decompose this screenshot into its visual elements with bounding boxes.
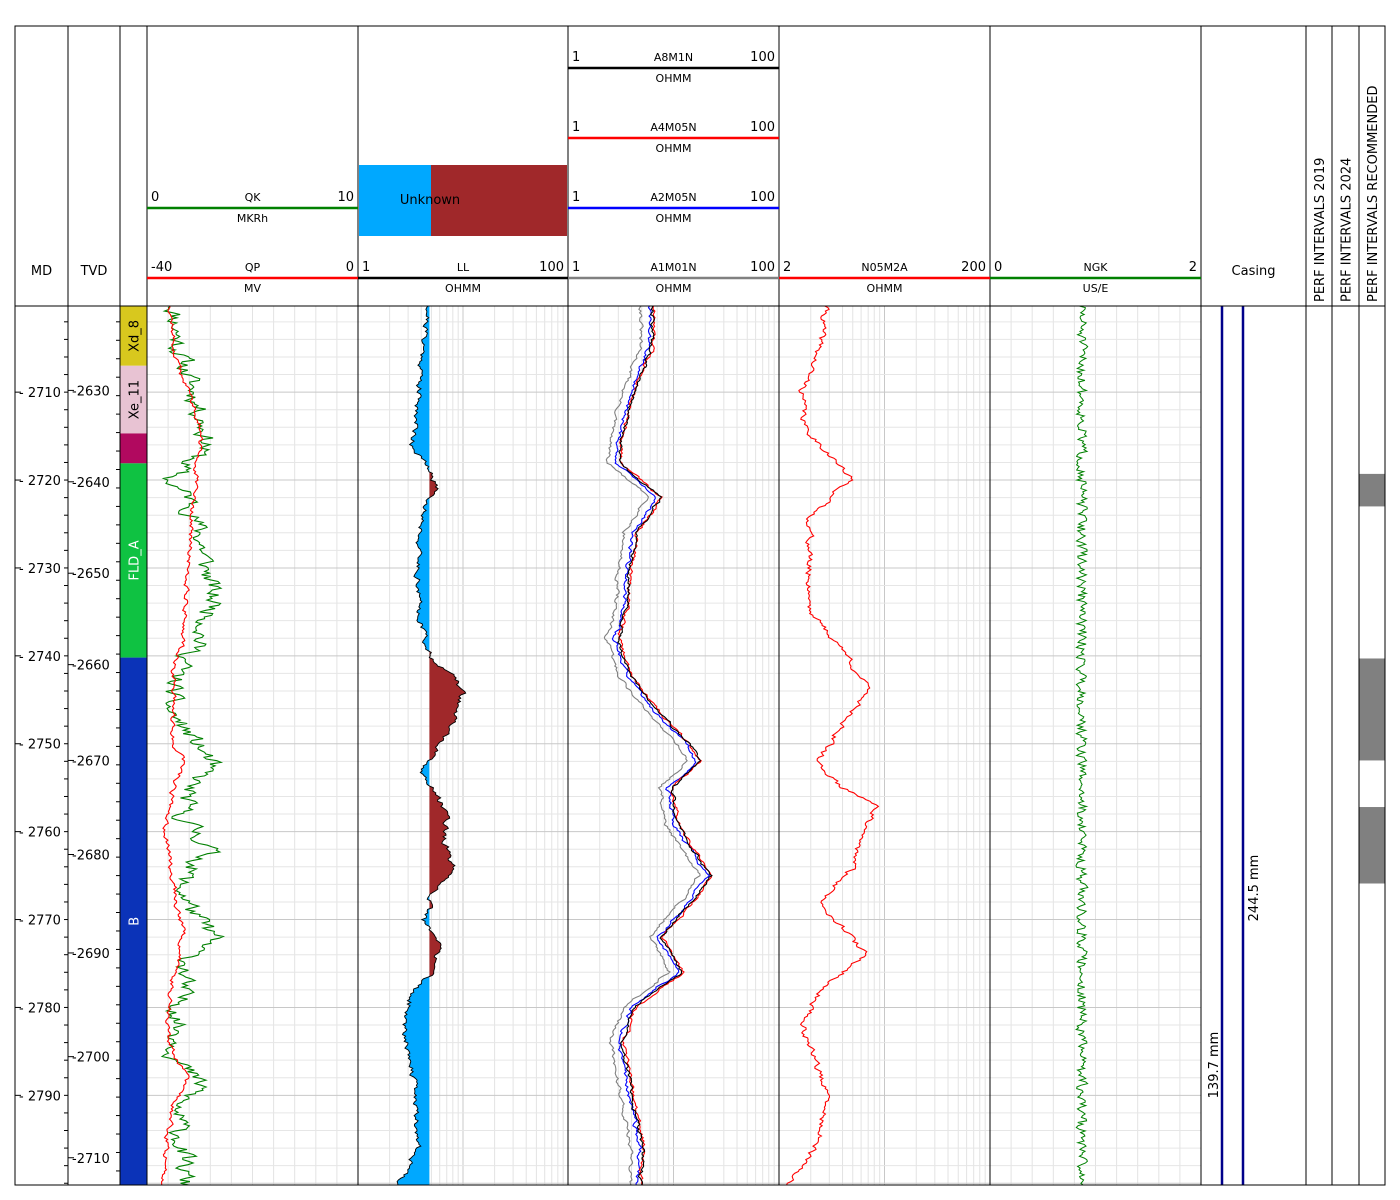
header-curve-unit: US/E bbox=[1083, 282, 1109, 295]
header-curve-name: QK bbox=[245, 191, 262, 204]
tvd-tick-label: -2630 bbox=[72, 384, 110, 399]
header-min: 1 bbox=[572, 120, 580, 135]
md-tick-label: - 2730 bbox=[19, 562, 61, 577]
md-tick-label: - 2770 bbox=[19, 914, 61, 929]
tvd-tick-label: -2680 bbox=[72, 848, 110, 863]
zone-label: Xe_11 bbox=[128, 380, 143, 419]
fill-layer: Xd_8 Xe_11 FLD_A B bbox=[120, 306, 1385, 1185]
header-layer: PERF INTERVALS 2019 PERF INTERVALS 2024 PE… bbox=[31, 50, 1381, 302]
md-title: MD bbox=[31, 264, 52, 279]
md-tick-label: - 2790 bbox=[19, 1089, 61, 1104]
curve-layer: 139.7 mm 244.5 mm bbox=[160, 305, 1262, 1186]
header-max: 100 bbox=[539, 260, 564, 275]
perf-track-title: PERF INTERVALS 2024 bbox=[1340, 158, 1355, 302]
md-tick-label: - 2740 bbox=[19, 650, 61, 665]
grid-layer bbox=[147, 306, 1201, 1185]
header-min: 2 bbox=[783, 260, 791, 275]
md-tick-label: - 2710 bbox=[19, 386, 61, 401]
zone-xd_8 bbox=[120, 306, 147, 366]
header-curve-name: A8M1N bbox=[654, 51, 693, 64]
zone-label: FLD_A bbox=[128, 540, 143, 580]
perf-track-title: PERF INTERVALS RECOMMENDED bbox=[1366, 86, 1381, 302]
header-min: 1 bbox=[572, 260, 580, 275]
zone-b bbox=[120, 657, 147, 1185]
zone-label: B bbox=[128, 917, 143, 926]
perf-interval bbox=[1359, 473, 1385, 507]
ll-fill-low bbox=[397, 306, 430, 1185]
curve-ngk bbox=[1074, 305, 1089, 1186]
curve-n05m2a bbox=[786, 305, 880, 1186]
header-curve-name: A2M05N bbox=[650, 191, 696, 204]
header-curve-name: N05M2A bbox=[861, 261, 908, 274]
header-curve-name: NGK bbox=[1084, 261, 1109, 274]
tvd-tick-label: -2710 bbox=[72, 1152, 110, 1167]
header-max: 100 bbox=[750, 50, 775, 65]
header-min: 0 bbox=[151, 190, 159, 205]
outer-frame bbox=[14, 25, 1386, 1186]
perf-interval bbox=[1359, 658, 1385, 761]
header-curve-name: A4M05N bbox=[650, 121, 696, 134]
frame-layer: - 2710 - 2720 - 2730 - 2740 - 2750 - 2760 - 27… bbox=[14, 25, 1386, 1186]
tvd-tick-label: -2700 bbox=[72, 1051, 110, 1066]
header-max: 100 bbox=[750, 190, 775, 205]
header-curve-unit: OHMM bbox=[656, 72, 692, 85]
header-curve-name: QP bbox=[245, 261, 261, 274]
header-max: 200 bbox=[961, 260, 986, 275]
tvd-tick-label: -2670 bbox=[72, 754, 110, 769]
tvd-tick-label: -2650 bbox=[72, 567, 110, 582]
header-min: -40 bbox=[151, 260, 172, 275]
header-curve-unit: OHMM bbox=[445, 282, 481, 295]
header-max: 10 bbox=[337, 190, 354, 205]
perf-track-title: PERF INTERVALS 2019 bbox=[1313, 158, 1328, 302]
curve-a2m05n bbox=[611, 305, 711, 1185]
header-max: 0 bbox=[346, 260, 354, 275]
header-max: 2 bbox=[1189, 260, 1197, 275]
legend-label: Unknown bbox=[400, 193, 460, 208]
header-curve-unit: OHMM bbox=[656, 142, 692, 155]
curve-qp bbox=[161, 306, 204, 1186]
zone-unnamed bbox=[120, 433, 147, 464]
md-tick-label: - 2720 bbox=[19, 474, 61, 489]
header-curve-unit: MV bbox=[244, 282, 261, 295]
perf-interval bbox=[1359, 807, 1385, 884]
casing-label-1: 139.7 mm bbox=[1207, 1032, 1222, 1099]
zone-label: Xd_8 bbox=[128, 320, 143, 352]
header-min: 1 bbox=[572, 190, 580, 205]
header-curve-name: LL bbox=[457, 261, 470, 274]
tvd-tick-label: -2640 bbox=[72, 476, 110, 491]
curve-ll bbox=[396, 305, 467, 1186]
md-tick-label: - 2780 bbox=[19, 1001, 61, 1016]
curve-a8m1n bbox=[617, 305, 713, 1186]
header-curve-unit: OHMM bbox=[867, 282, 903, 295]
header-max: 100 bbox=[750, 260, 775, 275]
header-min: 0 bbox=[994, 260, 1002, 275]
md-tick-label: - 2760 bbox=[19, 826, 61, 841]
casing-title: Casing bbox=[1232, 264, 1276, 279]
tvd-title: TVD bbox=[80, 264, 108, 279]
header-curve-name: A1M01N bbox=[650, 261, 696, 274]
zone-fld_a bbox=[120, 463, 147, 658]
casing-label-2: 244.5 mm bbox=[1247, 855, 1262, 922]
legend-swatch-high bbox=[431, 165, 567, 236]
md-tick-label: - 2750 bbox=[19, 738, 61, 753]
header-min: 1 bbox=[572, 50, 580, 65]
tvd-tick-label: -2690 bbox=[72, 947, 110, 962]
legend-swatch-low bbox=[359, 165, 431, 236]
header-min: 1 bbox=[362, 260, 370, 275]
ll-fill-high bbox=[429, 306, 466, 1185]
header-curve-unit: OHMM bbox=[656, 212, 692, 225]
curve-qk bbox=[160, 305, 226, 1186]
header-curve-unit: MKRh bbox=[237, 212, 268, 225]
curve-a4m05n bbox=[617, 305, 712, 1186]
header-max: 100 bbox=[750, 120, 775, 135]
header-curve-unit: OHMM bbox=[656, 282, 692, 295]
curve-a1m01n bbox=[603, 305, 701, 1186]
zone-xe_11 bbox=[120, 365, 147, 434]
tvd-tick-label: -2660 bbox=[72, 659, 110, 674]
